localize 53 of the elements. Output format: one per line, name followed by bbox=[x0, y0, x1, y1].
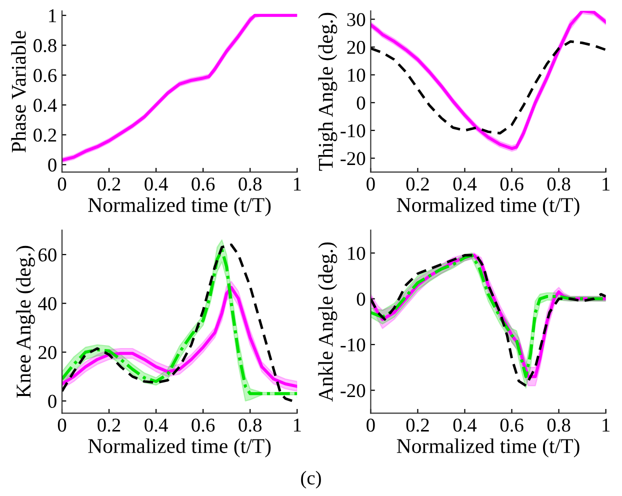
x-tick-label: 0.2 bbox=[98, 418, 120, 432]
x-tick-label: 0.6 bbox=[500, 418, 524, 432]
y-tick-label: 60 bbox=[38, 248, 56, 262]
x-tick-label: 0.6 bbox=[500, 178, 524, 191]
x-axis-title: Normalized time (t/T) bbox=[396, 438, 580, 458]
y-tick-label: 30 bbox=[347, 13, 366, 26]
y-tick-label: -10 bbox=[340, 338, 366, 352]
y-axis-title: Phase Variable bbox=[11, 30, 26, 152]
x-tick-label: 0 bbox=[366, 418, 375, 432]
x-tick-label: 0 bbox=[58, 178, 66, 191]
y-tick-label: 20 bbox=[38, 346, 56, 360]
x-tick-label: 0.8 bbox=[238, 178, 262, 191]
y-tick-label: 10 bbox=[348, 68, 366, 82]
x-axis-title: Normalized time (t/T) bbox=[88, 197, 271, 216]
x-tick-label: 0.4 bbox=[453, 418, 477, 432]
y-tick-label: 0 bbox=[48, 394, 56, 408]
text: (c) bbox=[301, 470, 321, 489]
y-axis-title: Ankle Angle (deg.) bbox=[318, 242, 338, 402]
x-axis-title: Normalized time (t/T) bbox=[396, 197, 580, 216]
x-tick-label: 0.4 bbox=[453, 178, 477, 191]
y-tick-label: -20 bbox=[340, 384, 366, 398]
x-tick-label: 0 bbox=[58, 418, 66, 432]
x-tick-label: 0.2 bbox=[98, 178, 120, 191]
y-tick-label: -10 bbox=[340, 124, 366, 138]
y-tick-label: 0 bbox=[356, 96, 366, 110]
y-tick-label: 1 bbox=[49, 9, 56, 22]
x-tick-label: 0.2 bbox=[406, 418, 429, 432]
x-tick-label: 0.4 bbox=[144, 178, 168, 191]
x-tick-label: 1 bbox=[294, 418, 301, 432]
x-tick-label: 1 bbox=[602, 418, 610, 432]
y-tick-label: 40 bbox=[38, 297, 56, 310]
x-tick-label: 0.4 bbox=[144, 418, 168, 432]
y-axis-title: Knee Angle (deg.) bbox=[16, 246, 35, 398]
x-axis-title: Normalized time (t/T) bbox=[88, 438, 271, 458]
x-tick-label: 0.8 bbox=[238, 418, 262, 432]
y-tick-label: 0.8 bbox=[34, 39, 56, 52]
x-tick-label: 0.6 bbox=[192, 178, 215, 191]
y-tick-label: 20 bbox=[347, 40, 366, 54]
y-tick-label: 0 bbox=[356, 292, 366, 306]
y-tick-label: 0.4 bbox=[34, 98, 57, 112]
x-tick-label: 0.8 bbox=[547, 418, 570, 432]
y-tick-label: 0.6 bbox=[34, 68, 57, 82]
y-tick-label: 0 bbox=[48, 158, 56, 172]
y-axis-title: Thigh Angle (deg.) bbox=[318, 12, 338, 171]
x-tick-label: 0 bbox=[366, 178, 375, 191]
y-tick-label: -20 bbox=[340, 152, 366, 166]
x-tick-label: 0.2 bbox=[406, 178, 429, 191]
x-tick-label: 1 bbox=[602, 178, 610, 190]
x-tick-label: 1 bbox=[294, 178, 301, 190]
y-tick-label: 10 bbox=[348, 246, 366, 260]
y-tick-label: 0.2 bbox=[34, 128, 56, 142]
x-tick-label: 0.6 bbox=[192, 418, 215, 432]
x-tick-label: 0.8 bbox=[547, 178, 570, 191]
